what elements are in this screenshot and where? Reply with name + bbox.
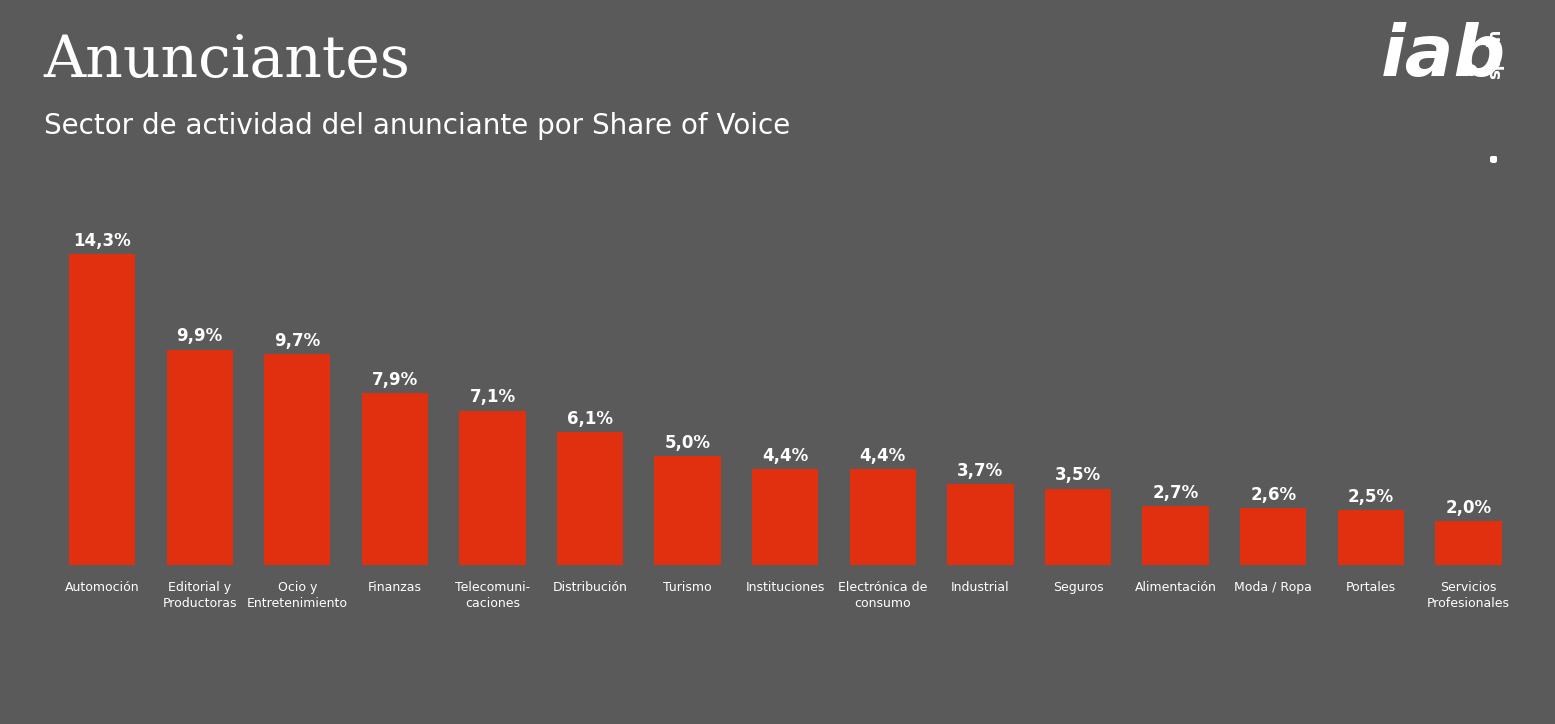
- Text: 7,9%: 7,9%: [372, 371, 418, 389]
- Bar: [264, 354, 331, 565]
- Text: Sector de actividad del anunciante por Share of Voice: Sector de actividad del anunciante por S…: [44, 112, 790, 140]
- Bar: [1143, 506, 1208, 565]
- Bar: [1045, 489, 1112, 565]
- Text: 4,4%: 4,4%: [762, 447, 809, 465]
- Text: 9,9%: 9,9%: [177, 327, 222, 345]
- Text: 5,0%: 5,0%: [664, 434, 711, 452]
- Text: 4,4%: 4,4%: [860, 447, 907, 465]
- Bar: [166, 350, 233, 565]
- Text: 7,1%: 7,1%: [470, 388, 516, 406]
- Text: iab: iab: [1381, 22, 1507, 90]
- Circle shape: [1490, 156, 1497, 163]
- Text: 14,3%: 14,3%: [73, 232, 131, 250]
- Bar: [753, 469, 818, 565]
- Text: Anunciantes: Anunciantes: [44, 33, 411, 88]
- Bar: [68, 254, 135, 565]
- Text: 2,0%: 2,0%: [1446, 499, 1491, 517]
- Bar: [362, 393, 428, 565]
- Text: 3,5%: 3,5%: [1054, 466, 1101, 484]
- Bar: [947, 484, 1014, 565]
- Text: 2,7%: 2,7%: [1152, 484, 1199, 502]
- Text: 3,7%: 3,7%: [958, 462, 1003, 480]
- Bar: [1239, 508, 1306, 565]
- Bar: [557, 432, 624, 565]
- Text: 6,1%: 6,1%: [568, 410, 613, 428]
- Text: spain: spain: [1487, 29, 1505, 79]
- Text: 9,7%: 9,7%: [274, 332, 320, 350]
- Bar: [459, 411, 526, 565]
- Text: 2,6%: 2,6%: [1250, 486, 1297, 504]
- Bar: [849, 469, 916, 565]
- Text: 2,5%: 2,5%: [1348, 488, 1393, 506]
- Bar: [1337, 510, 1404, 565]
- Circle shape: [1465, 65, 1477, 75]
- Bar: [655, 456, 722, 565]
- Bar: [1435, 521, 1502, 565]
